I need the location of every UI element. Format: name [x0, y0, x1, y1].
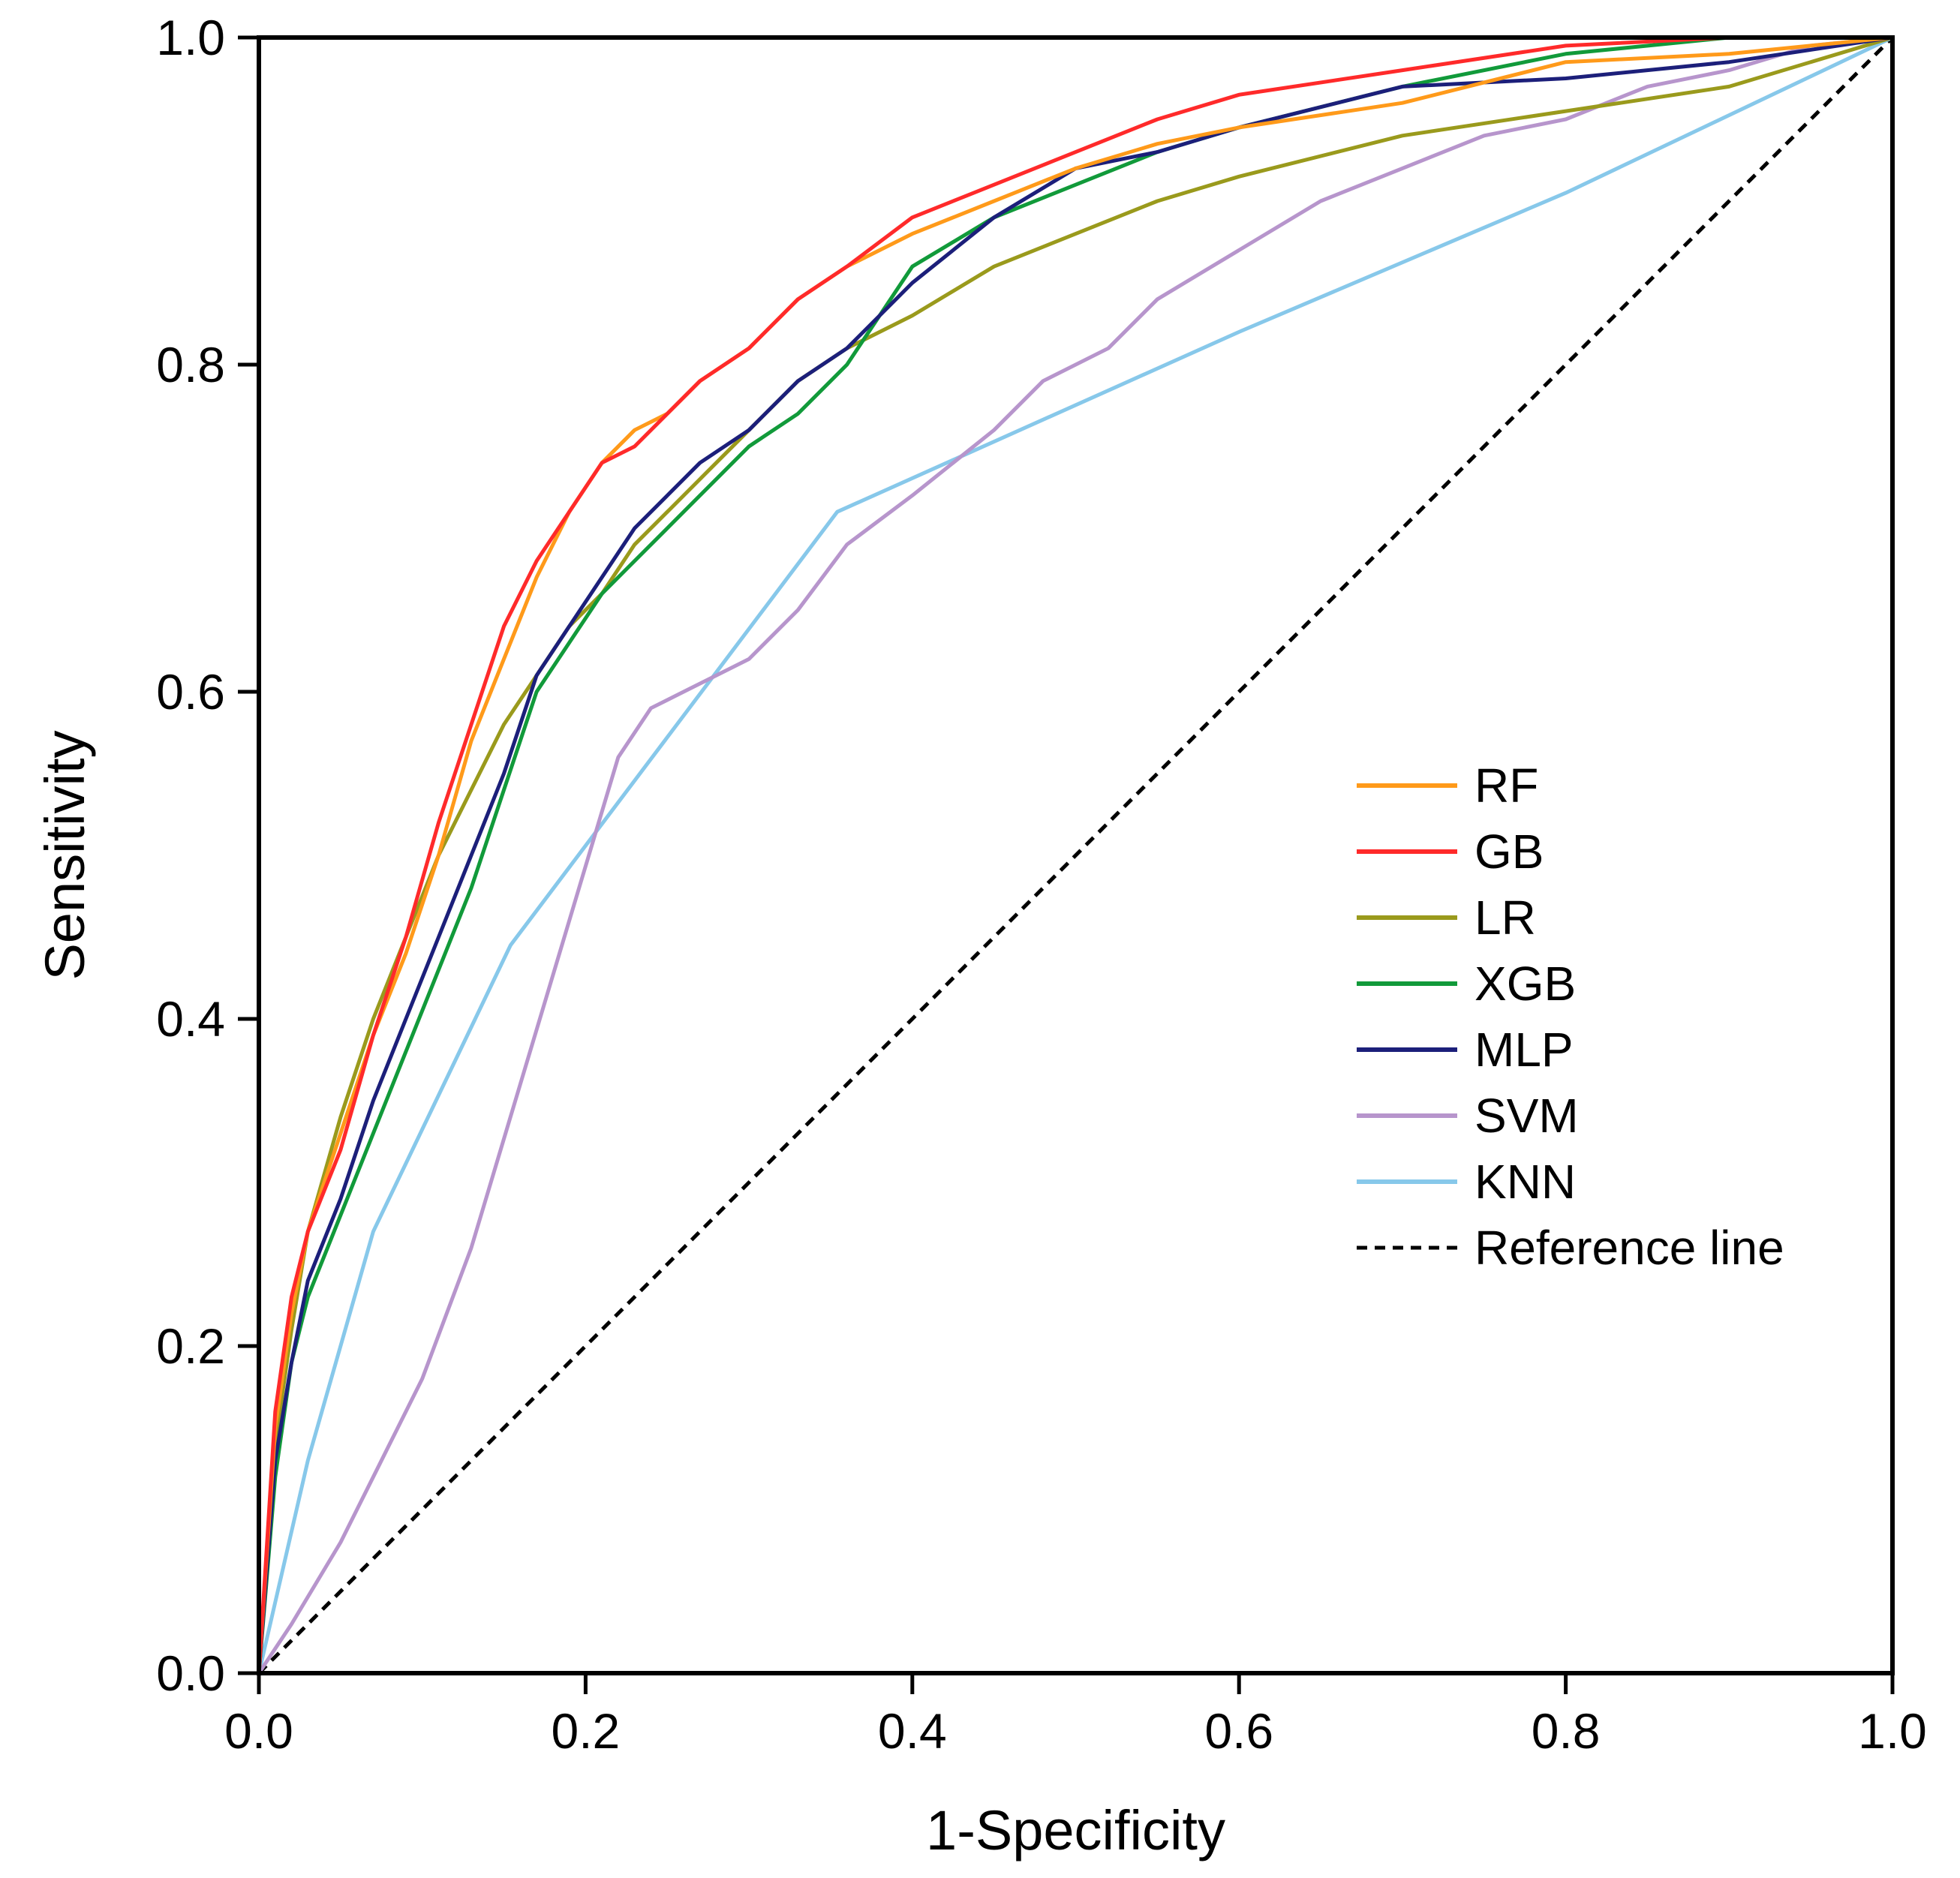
legend: RF GB LR XGB MLP SVM KNN Reference line: [1357, 759, 1784, 1275]
y-tick-label: 0.2: [156, 1318, 225, 1374]
y-axis-title: Sensitivity: [34, 730, 96, 980]
legend-label-knn: KNN: [1475, 1155, 1576, 1209]
y-tick-label: 1.0: [156, 10, 225, 65]
y-tick-label: 0.8: [156, 337, 225, 392]
roc-curve-mlp: [257, 35, 1895, 1675]
legend-label-rf: RF: [1475, 759, 1538, 813]
x-axis-title: 1-Specificity: [926, 1799, 1225, 1861]
reference-line: [257, 36, 1894, 1675]
y-tick-label: 0.4: [156, 991, 225, 1047]
x-tick-label: 0.8: [1532, 1703, 1601, 1759]
plot-frame: [257, 35, 1895, 1675]
x-tick-label: 0.4: [878, 1703, 947, 1759]
y-axis-ticks: 0.0 0.2 0.4 0.6 0.8 1.0: [156, 10, 259, 1701]
x-axis-ticks: 0.0 0.2 0.4 0.6 0.8 1.0: [224, 1673, 1927, 1759]
roc-curve-knn: [257, 35, 1895, 1675]
roc-curves: [257, 35, 1895, 1675]
legend-label-xgb: XGB: [1475, 957, 1576, 1011]
roc-curve-gb: [257, 35, 1895, 1675]
legend-label-reference: Reference line: [1475, 1221, 1784, 1275]
x-tick-label: 1.0: [1858, 1703, 1927, 1759]
legend-label-gb: GB: [1475, 825, 1544, 879]
roc-curve-rf: [257, 35, 1895, 1675]
roc-curve-lr: [257, 35, 1895, 1675]
legend-label-lr: LR: [1475, 891, 1536, 945]
y-tick-label: 0.6: [156, 664, 225, 720]
x-tick-label: 0.6: [1204, 1703, 1273, 1759]
roc-curve-svm: [257, 35, 1895, 1675]
y-tick-label: 0.0: [156, 1645, 225, 1701]
x-tick-label: 0.0: [224, 1703, 293, 1759]
legend-label-mlp: MLP: [1475, 1023, 1574, 1077]
x-tick-label: 0.2: [552, 1703, 621, 1759]
legend-label-svm: SVM: [1475, 1089, 1579, 1143]
